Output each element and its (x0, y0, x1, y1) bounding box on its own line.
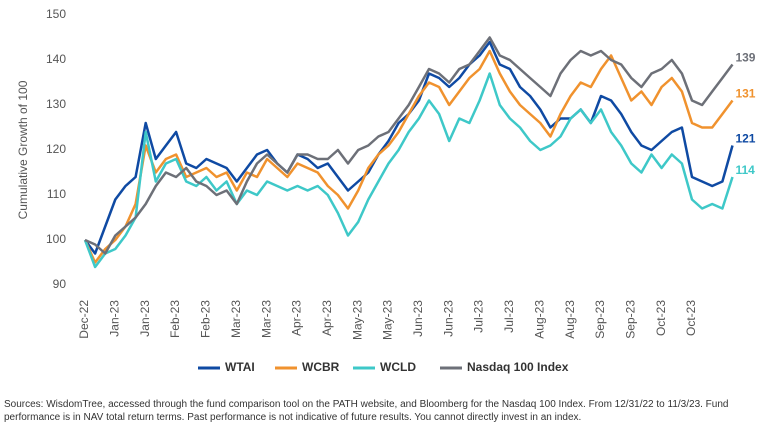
legend-label: WCBR (302, 360, 340, 374)
y-axis-label: Cumulative Growth of 100 (16, 80, 30, 219)
x-tick-label: Sep-23 (593, 300, 607, 339)
end-value-label: 114 (735, 163, 755, 177)
end-value-label: 139 (735, 51, 755, 65)
x-tick-label: Oct-23 (684, 300, 698, 336)
x-tick-label: Feb-23 (199, 300, 213, 338)
x-tick-label: Jun-23 (411, 300, 425, 337)
y-tick-label: 110 (47, 187, 66, 201)
x-tick-label: Aug-23 (563, 300, 577, 339)
legend-label: Nasdaq 100 Index (467, 360, 569, 374)
x-tick-label: May-23 (350, 300, 364, 340)
x-tick-label: Apr-23 (320, 300, 334, 336)
x-tick-label: Jul-23 (502, 300, 516, 333)
x-tick-label: Feb-23 (168, 300, 182, 338)
x-tick-label: Sep-23 (623, 300, 637, 339)
x-tick-label: May-23 (381, 300, 395, 340)
series-line (84, 36, 734, 255)
series-line (83, 40, 734, 255)
x-tick-label: Mar-23 (259, 300, 273, 338)
y-tick-label: 120 (46, 142, 66, 156)
legend-label: WCLD (380, 360, 416, 374)
x-tick-label: Jan-23 (108, 300, 122, 337)
end-value-label: 131 (735, 87, 755, 101)
x-tick-label: Apr-23 (290, 300, 304, 336)
x-tick-label: Jan-23 (138, 300, 152, 337)
source-note: Sources: WisdomTree, accessed through th… (4, 399, 729, 423)
x-tick-label: Dec-22 (77, 300, 91, 339)
y-tick-label: 90 (53, 277, 67, 291)
y-tick-label: 140 (46, 52, 66, 66)
end-value-label: 121 (735, 132, 755, 146)
series-line (83, 72, 734, 269)
y-tick-label: 130 (46, 97, 66, 111)
x-tick-label: Jul-23 (472, 300, 486, 333)
y-tick-label: 150 (46, 7, 66, 21)
x-tick-label: Oct-23 (654, 300, 668, 336)
x-tick-label: Aug-23 (532, 300, 546, 339)
x-tick-label: Mar-23 (229, 300, 243, 338)
y-tick-label: 100 (46, 232, 66, 246)
chart: Cumulative Growth of 100 90 100 110 120 130 1… (16, 7, 756, 374)
legend-label: WTAI (225, 360, 255, 374)
series-line (83, 49, 734, 264)
x-tick-label: Jun-23 (441, 300, 455, 337)
